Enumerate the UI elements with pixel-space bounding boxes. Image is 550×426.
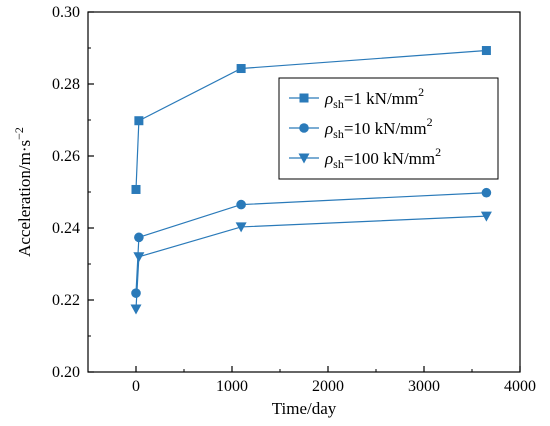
legend-label-text: =100 kN/mm — [344, 149, 435, 168]
legend-label-superscript: 2 — [418, 85, 424, 99]
legend-label-text: =10 kN/mm — [344, 119, 427, 138]
series-line-2 — [135, 192, 487, 294]
series-line-1 — [135, 49, 487, 190]
data-point-series-1 — [134, 116, 144, 126]
data-point-series-1 — [131, 184, 141, 194]
legend-label-superscript: 2 — [427, 115, 433, 129]
legend-marker-3 — [298, 153, 310, 164]
data-point-series-2 — [131, 288, 141, 298]
legend-label-superscript: 2 — [435, 145, 441, 159]
series-line-3 — [135, 215, 487, 310]
legend-marker-2 — [299, 123, 309, 133]
y-axis-label: Acceleration/m·s−2 — [12, 127, 34, 257]
x-tick-label: 0 — [132, 378, 140, 395]
x-tick-label: 2000 — [312, 378, 344, 395]
y-tick-label: 0.26 — [52, 148, 80, 165]
y-tick-label: 0.22 — [52, 292, 80, 309]
y-tick-label: 0.30 — [52, 4, 80, 21]
legend-label-subscript: sh — [333, 97, 344, 111]
data-point-series-3 — [480, 211, 492, 222]
legend-label-2: ρsh=10 kN/mm2 — [324, 115, 433, 141]
data-point-series-2 — [236, 199, 246, 210]
legend-label-1: ρsh=1 kN/mm2 — [324, 85, 424, 111]
x-tick-label: 4000 — [504, 378, 536, 395]
y-tick-label: 0.24 — [52, 220, 80, 237]
legend-label-symbol: ρ — [324, 89, 333, 108]
y-axis-label-exponent: −2 — [12, 127, 26, 140]
legend-marker-1 — [299, 93, 309, 103]
data-point-series-3 — [130, 304, 142, 315]
data-point-series-2 — [134, 232, 144, 243]
plot-frame — [87, 11, 521, 373]
legend-label-symbol: ρ — [324, 119, 333, 138]
legend-label-subscript: sh — [333, 157, 344, 171]
legend-label-subscript: sh — [333, 127, 344, 141]
data-point-series-1 — [236, 64, 246, 74]
x-tick-label: 3000 — [408, 378, 440, 395]
legend-label-3: ρsh=100 kN/mm2 — [324, 145, 441, 171]
legend-label-symbol: ρ — [324, 149, 333, 168]
legend-label-text: =1 kN/mm — [344, 89, 418, 108]
x-axis-label: Time/day — [272, 399, 337, 418]
data-point-series-3 — [133, 252, 145, 263]
data-point-series-2 — [481, 187, 492, 198]
y-tick-label: 0.20 — [52, 364, 80, 381]
y-tick-label: 0.28 — [52, 76, 80, 93]
x-tick-label: 1000 — [216, 378, 248, 395]
y-axis-label-main: Acceleration/m·s — [15, 140, 34, 257]
data-point-series-1 — [481, 46, 491, 56]
data-point-series-3 — [235, 222, 247, 233]
